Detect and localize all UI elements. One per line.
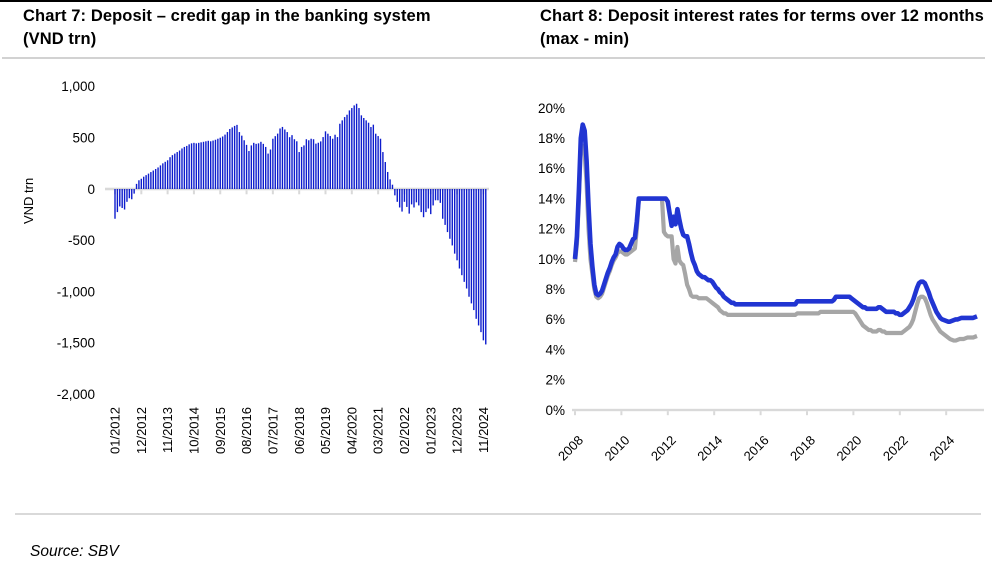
svg-text:-2,000: -2,000 <box>57 387 95 402</box>
chart7-axes: 1,000 500 0 -500 -1,000 -1,500 -2,000 VND trn 01… <box>21 79 491 454</box>
svg-text:01/2012: 01/2012 <box>108 407 123 454</box>
svg-text:6%: 6% <box>545 312 565 327</box>
svg-text:0%: 0% <box>545 403 565 418</box>
chart8-series-min <box>572 143 978 343</box>
svg-text:2022: 2022 <box>880 433 911 464</box>
chart7-bar-plot: 1,000 500 0 -500 -1,000 -1,500 -2,000 VND trn 01… <box>21 79 491 454</box>
svg-text:1,000: 1,000 <box>61 79 95 94</box>
svg-text:2018: 2018 <box>787 433 818 464</box>
svg-text:05/2019: 05/2019 <box>318 407 333 454</box>
svg-text:04/2020: 04/2020 <box>344 407 359 454</box>
svg-text:-1,500: -1,500 <box>57 336 95 351</box>
svg-text:4%: 4% <box>545 342 565 357</box>
svg-text:2%: 2% <box>545 373 565 388</box>
svg-text:18%: 18% <box>538 131 565 146</box>
svg-text:2020: 2020 <box>833 433 864 464</box>
chart7-title: Chart 7: Deposit – credit gap in the ban… <box>23 7 431 49</box>
svg-text:2008: 2008 <box>555 433 586 464</box>
svg-text:14%: 14% <box>538 191 565 206</box>
svg-text:12/2012: 12/2012 <box>134 407 149 454</box>
footer-divider <box>15 513 981 515</box>
chart8-line-plot: 0% 2% 4% 6% 8% 10% 12% 14% 16% 18% 20% 2008 2010 2012… <box>538 101 984 464</box>
chart7-bars <box>114 103 487 345</box>
svg-text:-1,000: -1,000 <box>57 284 95 299</box>
svg-text:16%: 16% <box>538 161 565 176</box>
chart7-ylabel: VND trn <box>21 178 36 224</box>
svg-text:-500: -500 <box>68 233 95 248</box>
svg-text:06/2018: 06/2018 <box>292 407 307 454</box>
svg-text:11/2024: 11/2024 <box>476 407 491 453</box>
svg-text:02/2022: 02/2022 <box>397 407 412 454</box>
chart8-title: Chart 8: Deposit interest rates for term… <box>540 7 984 49</box>
svg-text:09/2015: 09/2015 <box>213 407 228 454</box>
svg-text:08/2016: 08/2016 <box>239 407 254 454</box>
svg-text:07/2017: 07/2017 <box>265 407 280 454</box>
svg-text:12%: 12% <box>538 222 565 237</box>
svg-text:01/2023: 01/2023 <box>423 407 438 454</box>
svg-text:20%: 20% <box>538 101 565 116</box>
svg-text:03/2021: 03/2021 <box>371 407 386 454</box>
svg-text:12/2023: 12/2023 <box>450 407 465 454</box>
svg-text:2010: 2010 <box>601 433 632 464</box>
svg-text:11/2013: 11/2013 <box>160 407 175 453</box>
svg-text:500: 500 <box>72 131 95 146</box>
source-text: Source: SBV <box>30 543 119 560</box>
title-divider <box>2 57 985 59</box>
svg-text:10/2014: 10/2014 <box>187 407 202 454</box>
svg-text:8%: 8% <box>545 282 565 297</box>
svg-text:2016: 2016 <box>741 433 772 464</box>
chart8-series-max <box>572 122 978 324</box>
svg-text:10%: 10% <box>538 252 565 267</box>
svg-text:2024: 2024 <box>926 433 957 464</box>
svg-text:0: 0 <box>87 182 95 197</box>
svg-text:2014: 2014 <box>694 433 725 464</box>
svg-text:2012: 2012 <box>648 433 679 464</box>
